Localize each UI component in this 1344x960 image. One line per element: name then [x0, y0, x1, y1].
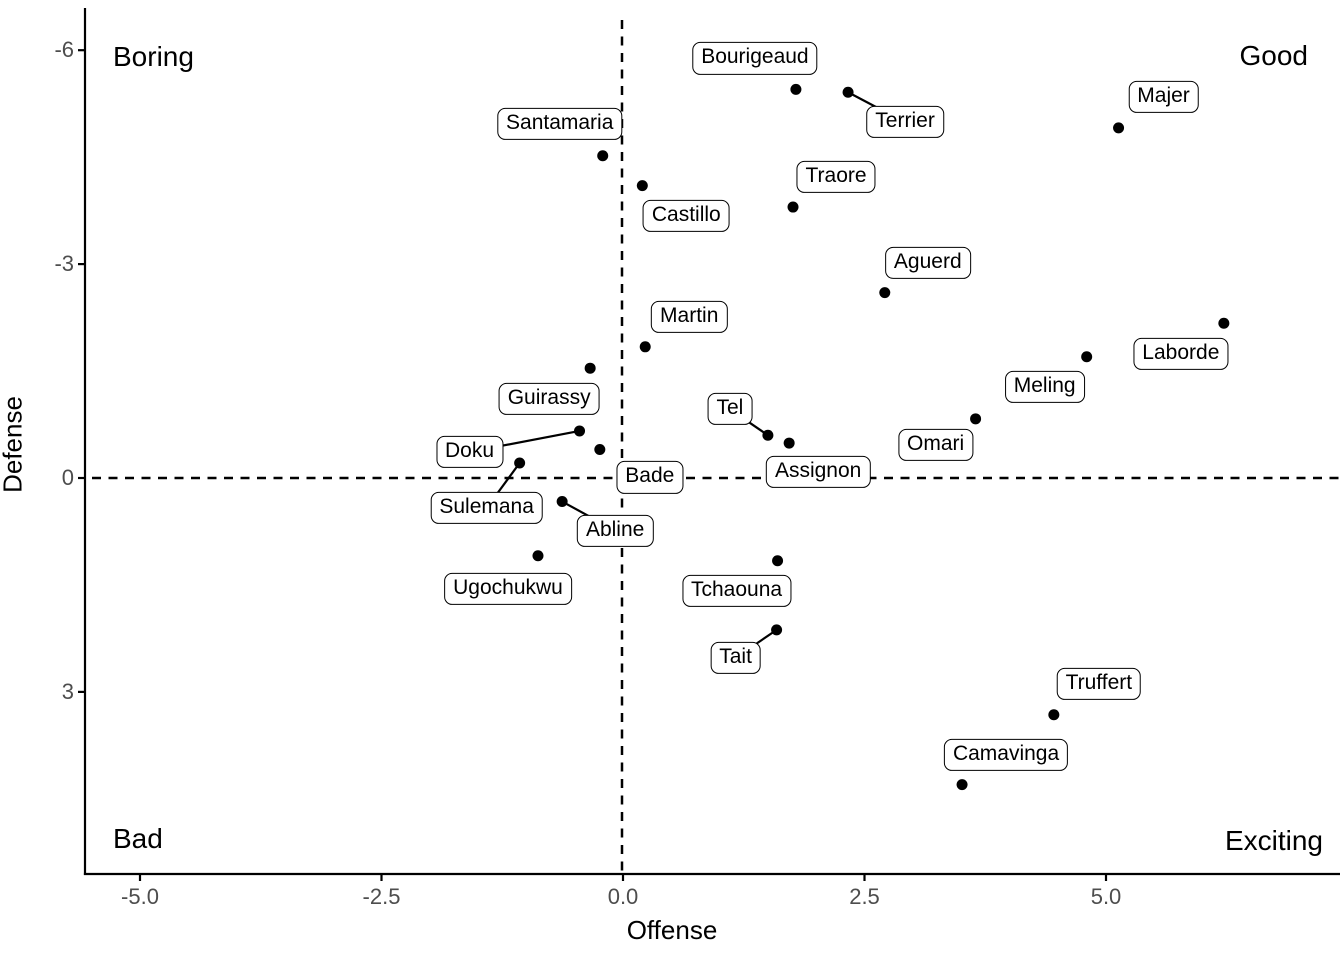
- data-point-meling: [1081, 351, 1093, 363]
- data-point-tel: [762, 429, 774, 441]
- point-label-santamaria: Santamaria: [497, 107, 623, 140]
- point-label-omari: Omari: [897, 428, 974, 461]
- data-point-camavinga: [956, 779, 968, 791]
- point-label-bade: Bade: [616, 461, 684, 494]
- y-axis-title: Defense: [0, 396, 28, 493]
- point-label-majer: Majer: [1128, 80, 1199, 113]
- data-point-bourigeaud: [790, 83, 802, 95]
- data-point-majer: [1113, 122, 1125, 134]
- data-point-tchaouna: [772, 555, 784, 567]
- x-tick-label: 0.0: [607, 884, 639, 909]
- x-tick-label: -5.0: [121, 884, 159, 909]
- point-label-tchaouna: Tchaouna: [682, 574, 792, 607]
- point-label-sulemana: Sulemana: [430, 491, 543, 525]
- point-label-meling: Meling: [1004, 370, 1085, 403]
- y-tick-label: -3: [54, 251, 74, 277]
- point-label-tel: Tel: [707, 393, 753, 426]
- data-point-santamaria: [597, 150, 609, 162]
- point-label-camavinga: Camavinga: [943, 738, 1069, 771]
- data-point-tait: [771, 624, 783, 636]
- x-tick-label: -2.5: [362, 884, 401, 909]
- data-point-assignon: [783, 437, 795, 449]
- data-point-truffert: [1048, 709, 1060, 721]
- data-point-omari: [970, 413, 982, 425]
- data-point-guirassy: [584, 362, 596, 374]
- x-tick-label: 5.0: [1090, 884, 1122, 909]
- data-point-laborde: [1218, 317, 1230, 329]
- data-point-bade: [594, 443, 606, 455]
- data-point-sulemana: [514, 457, 526, 469]
- data-point-traore: [787, 201, 799, 213]
- y-tick-label: -6: [54, 37, 74, 63]
- data-point-aguerd: [879, 287, 891, 299]
- point-label-abline: Abline: [576, 514, 654, 547]
- point-label-assignon: Assignon: [765, 455, 871, 489]
- y-tick-label: 3: [61, 678, 74, 704]
- point-label-bourigeaud: Bourigeaud: [692, 42, 818, 75]
- point-label-aguerd: Aguerd: [884, 246, 971, 279]
- data-point-terrier: [842, 86, 854, 98]
- data-point-castillo: [636, 180, 648, 192]
- point-label-terrier: Terrier: [866, 106, 944, 139]
- point-label-truffert: Truffert: [1056, 667, 1142, 700]
- point-label-ugochukwu: Ugochukwu: [444, 572, 572, 605]
- quadrant-label-exciting: Exciting: [1224, 825, 1323, 856]
- data-point-ugochukwu: [532, 550, 544, 562]
- data-point-martin: [639, 341, 651, 353]
- quadrant-label-good: Good: [1239, 40, 1309, 71]
- quadrant-label-boring: Boring: [113, 41, 194, 72]
- quadrant-label-bad: Bad: [113, 823, 163, 854]
- point-label-tait: Tait: [710, 641, 761, 674]
- data-point-abline: [556, 496, 568, 508]
- y-tick-label: 0: [61, 465, 74, 490]
- point-label-doku: Doku: [436, 435, 504, 469]
- point-label-castillo: Castillo: [642, 199, 730, 232]
- point-label-traore: Traore: [796, 160, 876, 194]
- x-tick-label: 2.5: [849, 884, 880, 909]
- point-label-guirassy: Guirassy: [498, 383, 600, 416]
- point-label-laborde: Laborde: [1133, 338, 1229, 371]
- x-axis-title: Offense: [626, 915, 718, 945]
- point-label-martin: Martin: [651, 300, 728, 333]
- data-point-doku: [574, 425, 586, 437]
